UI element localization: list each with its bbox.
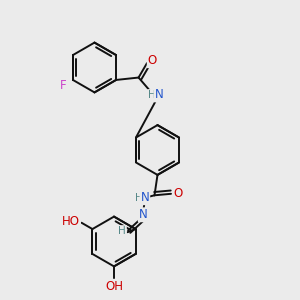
Text: O: O [148, 54, 157, 67]
Text: OH: OH [105, 280, 123, 293]
Text: F: F [60, 79, 66, 92]
Text: N: N [154, 88, 163, 101]
Text: N: N [140, 191, 149, 204]
Text: H: H [135, 193, 143, 203]
Text: H: H [118, 226, 126, 236]
Text: O: O [173, 187, 182, 200]
Text: N: N [139, 208, 148, 221]
Text: HO: HO [62, 215, 80, 228]
Text: H: H [148, 90, 156, 100]
